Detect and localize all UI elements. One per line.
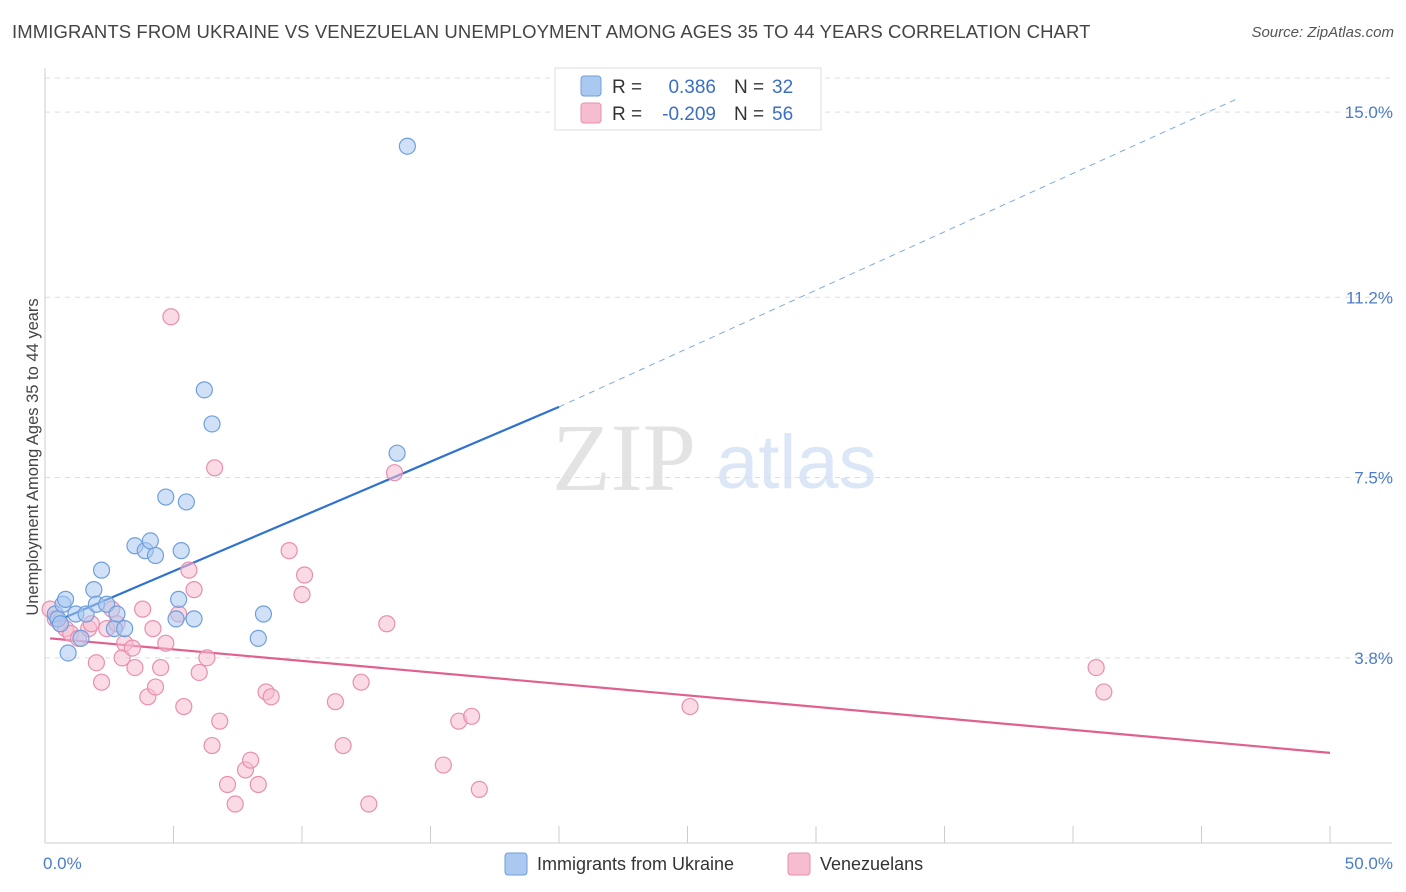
point-ukraine <box>56 590 75 608</box>
legend-n-label-ukraine: N = <box>734 77 764 98</box>
point-venezuelans <box>203 736 221 755</box>
point-ukraine <box>195 381 213 399</box>
y-tick-label: 7.5% <box>1354 469 1393 488</box>
point-venezuelans <box>206 459 224 477</box>
point-venezuelans <box>87 654 106 672</box>
y-tick-label: 3.8% <box>1354 649 1393 668</box>
point-venezuelans <box>385 464 404 482</box>
point-venezuelans <box>134 600 152 618</box>
bottom-legend-label-ukraine: Immigrants from Ukraine <box>537 854 734 874</box>
point-ukraine <box>203 415 221 433</box>
legend-n-label-venezuelans: N = <box>734 104 764 125</box>
watermark-atlas: atlas <box>716 420 877 505</box>
legend-swatch-venezuelans <box>580 102 602 124</box>
trend-lines <box>49 97 1331 754</box>
point-ukraine <box>141 532 159 550</box>
point-ukraine <box>167 610 185 628</box>
watermark-zip: ZIP <box>552 404 696 511</box>
point-ukraine <box>185 610 203 628</box>
point-venezuelans <box>293 585 311 604</box>
point-venezuelans <box>249 775 267 794</box>
point-venezuelans <box>123 639 141 657</box>
point-ukraine <box>172 542 190 560</box>
x-tick-label: 50.0% <box>1345 854 1393 873</box>
point-venezuelans <box>1095 683 1113 701</box>
data-points <box>41 137 1113 813</box>
x-tick-label: 0.0% <box>43 854 82 873</box>
point-venezuelans <box>326 693 345 711</box>
point-ukraine <box>157 488 175 506</box>
point-venezuelans <box>681 697 699 716</box>
legend-r-label-ukraine: R = <box>612 77 642 98</box>
point-venezuelans <box>360 795 378 813</box>
point-venezuelans <box>218 775 237 794</box>
x-tick-labels: 0.0% 50.0% <box>43 854 1393 873</box>
point-venezuelans <box>92 673 111 691</box>
point-ukraine <box>72 629 90 647</box>
point-venezuelans <box>185 581 203 599</box>
trend-line-venezuelans <box>50 637 1331 754</box>
point-venezuelans <box>262 688 280 706</box>
point-ukraine <box>388 444 406 462</box>
bottom-legend-label-venezuelans: Venezuelans <box>820 854 923 874</box>
point-venezuelans <box>352 673 370 691</box>
legend-n-value-ukraine: 32 <box>772 77 793 98</box>
legend-n-value-venezuelans: 56 <box>772 104 793 125</box>
top-legend: R = 0.386 N = 32 R = -0.209 N = 56 <box>554 67 822 131</box>
point-venezuelans <box>152 658 170 677</box>
point-venezuelans <box>470 780 488 799</box>
point-venezuelans <box>334 736 352 755</box>
point-ukraine <box>249 629 267 647</box>
point-venezuelans <box>126 658 144 677</box>
point-venezuelans <box>211 712 229 730</box>
point-venezuelans <box>378 615 396 633</box>
point-venezuelans <box>463 707 481 725</box>
point-ukraine <box>177 493 195 511</box>
point-venezuelans <box>146 678 165 696</box>
point-venezuelans <box>144 620 162 638</box>
point-venezuelans <box>280 542 298 560</box>
y-tick-label: 11.2% <box>1346 288 1393 307</box>
point-venezuelans <box>1087 658 1105 677</box>
point-ukraine <box>85 581 103 599</box>
bottom-legend-swatch-ukraine <box>504 852 528 876</box>
point-venezuelans <box>226 795 244 813</box>
point-venezuelans <box>434 756 452 774</box>
point-venezuelans <box>198 649 216 667</box>
axes <box>44 68 1392 844</box>
point-ukraine <box>116 620 134 638</box>
point-ukraine <box>146 546 165 565</box>
y-tick-labels: 3.8% 7.5% 11.2% 15.0% <box>1345 103 1393 668</box>
trend-line-ukraine <box>49 405 560 625</box>
point-ukraine <box>51 615 70 633</box>
source-label: Source: ZipAtlas.com <box>1251 24 1394 41</box>
point-ukraine <box>108 605 126 623</box>
bottom-legend: Immigrants from Ukraine Venezuelans <box>504 852 923 876</box>
y-axis-label: Unemployment Among Ages 35 to 44 years <box>24 298 42 615</box>
point-venezuelans <box>157 634 175 652</box>
point-ukraine <box>398 137 416 155</box>
trend-line-ukraine-extrapolated <box>558 97 1241 408</box>
legend-r-value-ukraine: 0.386 <box>668 77 716 98</box>
chart-title: IMMIGRANTS FROM UKRAINE VS VENEZUELAN UN… <box>12 21 1091 42</box>
bottom-legend-swatch-venezuelans <box>787 852 811 876</box>
point-venezuelans <box>190 663 208 682</box>
point-venezuelans <box>162 308 180 326</box>
grid-lines <box>45 77 1392 659</box>
point-venezuelans <box>180 561 198 579</box>
point-venezuelans <box>242 751 260 769</box>
legend-r-label-venezuelans: R = <box>612 104 642 125</box>
point-ukraine <box>170 590 188 608</box>
legend-swatch-ukraine <box>580 75 602 97</box>
point-ukraine <box>59 644 77 662</box>
point-venezuelans <box>175 697 193 716</box>
point-ukraine <box>254 605 273 623</box>
point-venezuelans <box>295 566 314 584</box>
legend-r-value-venezuelans: -0.209 <box>662 104 716 125</box>
point-ukraine <box>92 561 111 579</box>
y-tick-label: 15.0% <box>1345 103 1393 122</box>
